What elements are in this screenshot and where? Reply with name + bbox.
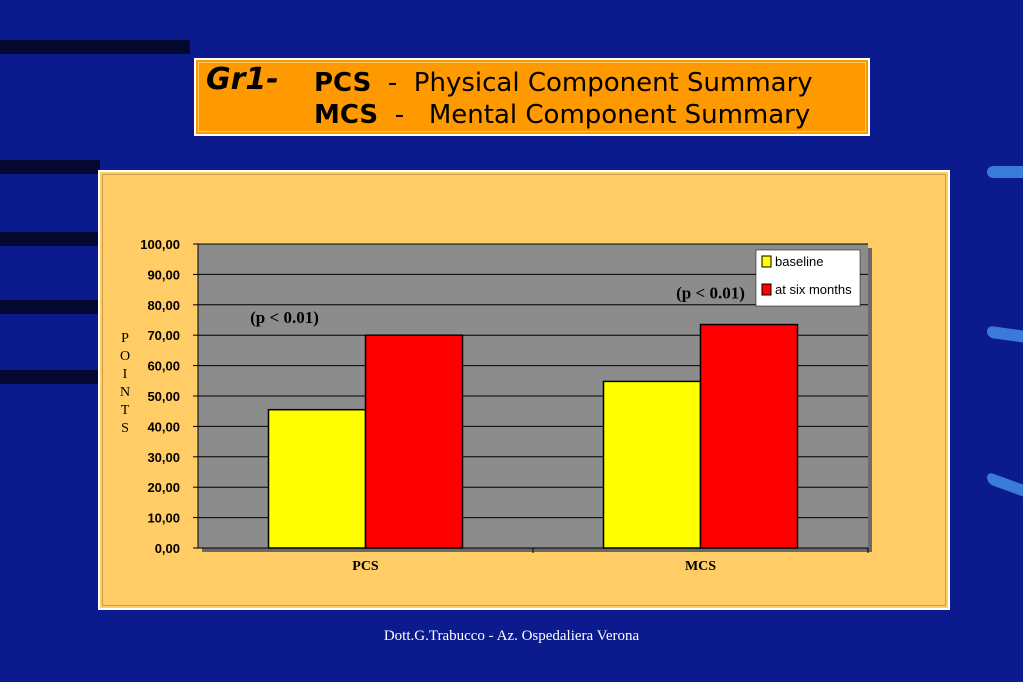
chart-panel: 0,00 10,00 20,00 30,00 40,00 50,00 60,00 70,00 8… bbox=[98, 170, 950, 610]
y-axis-label-letter: N bbox=[120, 385, 130, 400]
y-tick-label: 30,00 bbox=[147, 450, 180, 465]
title-abbr-pcs: PCS bbox=[314, 68, 372, 98]
title-abbr-mcs: MCS bbox=[314, 100, 379, 130]
y-tick-label: 0,00 bbox=[155, 541, 180, 556]
significance-annotation: (p < 0.01) bbox=[250, 308, 319, 327]
background-stripe bbox=[0, 160, 100, 174]
background-swoosh bbox=[987, 166, 1023, 178]
y-tick-label: 90,00 bbox=[147, 267, 180, 282]
y-axis-label-letter: O bbox=[120, 349, 130, 364]
bar-pcs-at-six-months bbox=[364, 334, 464, 549]
legend-box bbox=[755, 249, 861, 307]
bar-chart: 0,00 10,00 20,00 30,00 40,00 50,00 60,00 70,00 8… bbox=[120, 237, 872, 574]
title-box: Gr1- PCS - Physical Component Summary MC… bbox=[194, 58, 870, 136]
bar-mcs-baseline bbox=[602, 380, 702, 549]
x-tick-label: MCS bbox=[685, 559, 716, 574]
title-desc-pcs: - Physical Component Summary bbox=[371, 68, 813, 98]
bar-mcs-at-six-months bbox=[699, 323, 799, 549]
y-tick-label: 80,00 bbox=[147, 298, 180, 313]
y-axis-label-letter: I bbox=[123, 367, 128, 382]
background-stripe bbox=[0, 232, 100, 246]
x-tick-label: PCS bbox=[352, 559, 379, 574]
background-stripe bbox=[0, 300, 100, 314]
y-tick-label: 40,00 bbox=[147, 419, 180, 434]
y-tick-label: 20,00 bbox=[147, 480, 180, 495]
title-line-mcs: MCS - Mental Component Summary bbox=[314, 100, 810, 130]
legend-label: at six months bbox=[775, 282, 852, 297]
legend-label: baseline bbox=[775, 254, 823, 269]
y-axis-label-letter: P bbox=[121, 331, 129, 346]
y-tick-label: 10,00 bbox=[147, 511, 180, 526]
y-axis-label-letter: S bbox=[121, 421, 129, 436]
background-swoosh bbox=[987, 325, 1023, 343]
y-tick-label: 50,00 bbox=[147, 389, 180, 404]
y-tick-label: 70,00 bbox=[147, 328, 180, 343]
bar-pcs-baseline bbox=[267, 408, 367, 549]
background-swoosh bbox=[987, 471, 1023, 497]
background-stripe bbox=[0, 40, 190, 54]
y-tick-label: 100,00 bbox=[140, 237, 180, 252]
title-line-pcs: PCS - Physical Component Summary bbox=[314, 68, 813, 98]
y-tick-label: 60,00 bbox=[147, 359, 180, 374]
background-stripe bbox=[0, 370, 100, 384]
legend-swatch bbox=[761, 283, 772, 296]
title-desc-mcs: - Mental Component Summary bbox=[378, 100, 811, 130]
legend-swatch bbox=[761, 255, 772, 268]
title-group-label: Gr1- bbox=[206, 62, 279, 97]
footer-credit: Dott.G.Trabucco - Az. Ospedaliera Verona bbox=[383, 628, 640, 644]
y-axis-label-letter: T bbox=[121, 403, 130, 418]
significance-annotation: (p < 0.01) bbox=[676, 284, 745, 303]
